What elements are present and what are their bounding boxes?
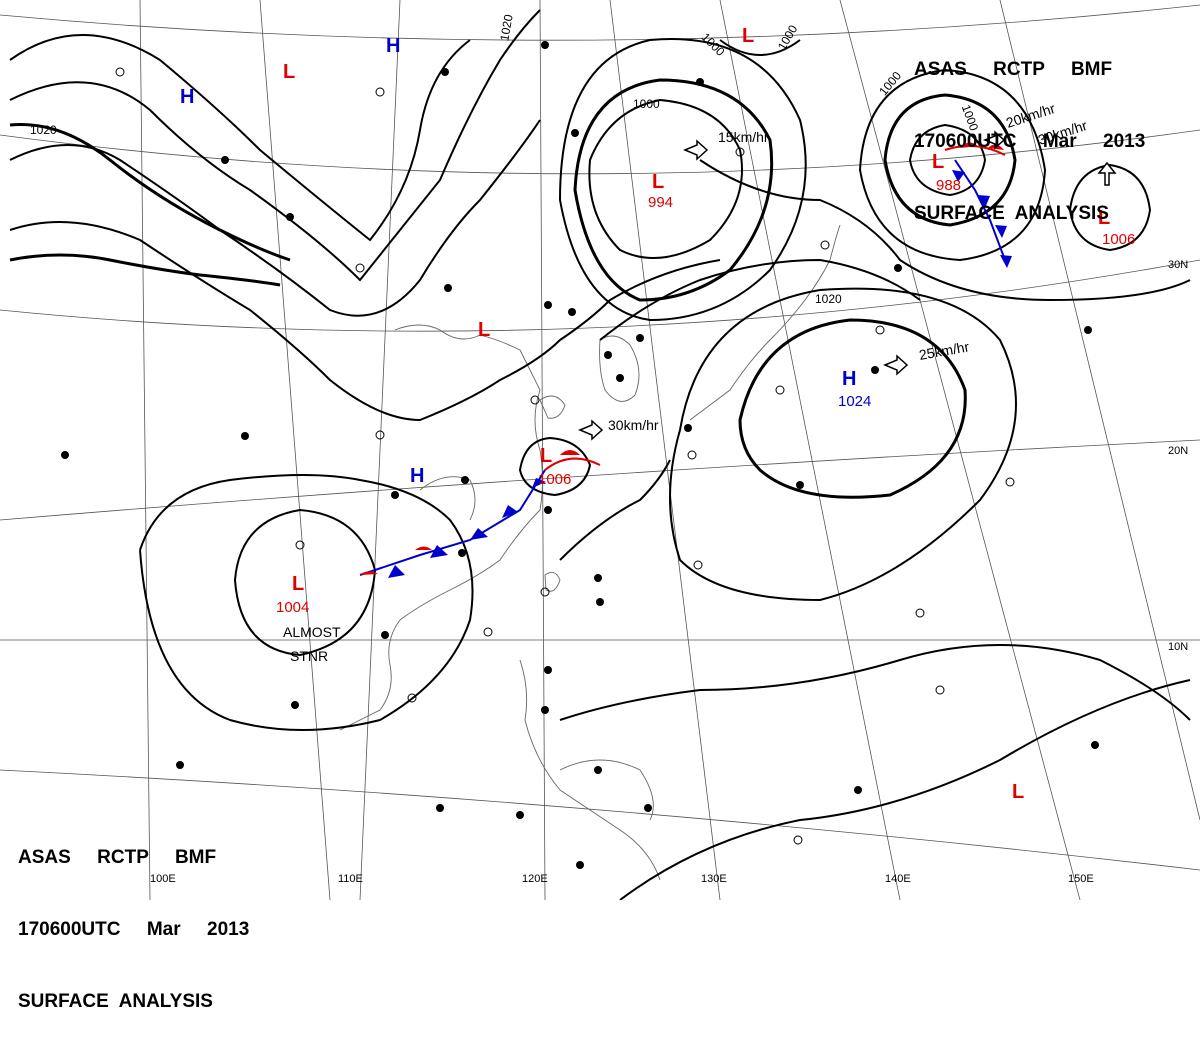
center-value: 994 — [648, 194, 673, 211]
svg-text:ALMOST: ALMOST — [283, 624, 341, 640]
center-letter: L — [742, 25, 754, 47]
motion-label: 15km/hr — [718, 129, 769, 145]
pressure-centers: L 994 L 988 L 1006 L 1006 L 1004 H 1024 … — [180, 25, 1135, 803]
longitude-label: 120E — [522, 873, 548, 885]
header-line: 170600UTC Mar 2013 — [914, 131, 1146, 152]
center-letter: L — [283, 61, 295, 83]
center-value: 1006 — [1102, 231, 1135, 248]
center-letter: L — [292, 573, 304, 595]
center-letter: L — [1012, 781, 1024, 803]
center-letter: L — [478, 319, 490, 341]
header-line: SURFACE ANALYSIS — [18, 991, 213, 1012]
center-value: 988 — [936, 177, 961, 194]
geo-labels: 110E 120E 130E 140E 150E 100E 30N 20N 10… — [150, 259, 1188, 885]
latitude-label: 20N — [1168, 445, 1188, 457]
isobar-label: 1020 — [30, 123, 57, 137]
isobar-labels: 1020 1020 1000 1000 1000 1000 1000 1020 — [30, 13, 981, 306]
center-letter: H — [842, 368, 856, 390]
coastlines — [339, 224, 841, 881]
motion-arrows — [578, 130, 1117, 441]
latitude-label: 30N — [1168, 259, 1188, 271]
isobar-label: 1020 — [815, 292, 842, 306]
header-line: SURFACE ANALYSIS — [914, 203, 1109, 224]
center-value: 1024 — [838, 393, 871, 410]
center-letter: L — [932, 151, 944, 173]
latitude-label: 10N — [1168, 641, 1188, 653]
surface-analysis-map: 1020 1020 1000 1000 1000 1000 1000 1020 … — [0, 0, 1200, 900]
isobars — [9, 9, 1191, 900]
warm-front — [360, 142, 1006, 575]
longitude-label: 110E — [338, 873, 363, 885]
center-letter: H — [180, 86, 194, 108]
isobar-label: 1020 — [497, 13, 515, 42]
longitude-label: 100E — [150, 873, 176, 885]
header-line: ASAS RCTP BMF — [18, 847, 217, 868]
cold-front — [359, 159, 1012, 578]
motion-label: 30km/hr — [608, 417, 659, 433]
center-value: 1006 — [538, 471, 571, 488]
longitude-label: 140E — [885, 873, 911, 885]
chart-header-bottom: ASAS RCTP BMF 170600UTC Mar 2013 SURFACE… — [18, 798, 249, 1038]
center-letter: L — [1098, 207, 1110, 229]
isobar-label: 1000 — [633, 97, 660, 111]
svg-text:STNR: STNR — [290, 648, 328, 664]
center-letter: H — [386, 35, 400, 57]
center-value: 1004 — [276, 599, 309, 616]
station-plots — [61, 41, 1099, 869]
center-letter: L — [540, 445, 552, 467]
header-line: 170600UTC Mar 2013 — [18, 919, 250, 940]
stationary-note: ALMOST STNR — [283, 624, 341, 664]
chart-header-top: ASAS RCTP BMF 170600UTC Mar 2013 SURFACE… — [914, 10, 1145, 250]
center-letter: L — [652, 171, 664, 193]
center-letter: H — [410, 465, 424, 487]
header-line: ASAS RCTP BMF — [914, 59, 1113, 80]
longitude-label: 150E — [1068, 873, 1094, 885]
latlon-grid — [0, 0, 1200, 900]
longitude-label: 130E — [701, 873, 727, 885]
